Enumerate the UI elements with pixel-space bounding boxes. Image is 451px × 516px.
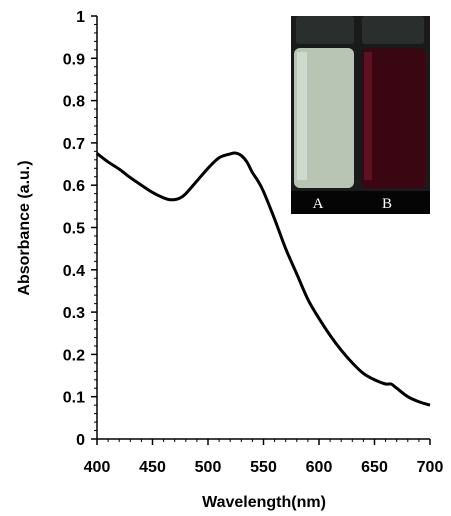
- y-tick-label: 0: [76, 432, 85, 449]
- y-axis-title: Absorbance (a.u.): [16, 160, 33, 295]
- y-tick-label: 0.4: [63, 263, 85, 280]
- x-tick-label: 550: [250, 459, 277, 476]
- x-tick-label: 400: [84, 459, 111, 476]
- y-tick-label: 0.9: [63, 51, 85, 68]
- x-tick-label: 500: [195, 459, 222, 476]
- vial-b: [361, 48, 425, 188]
- series-line-absorbance: [96, 151, 431, 407]
- x-tick-label: 650: [361, 459, 388, 476]
- y-axis-ticks: 0 0.1 0.2 0.3 0.4 0.5 0.6 0.7 0.8 0.9 1: [63, 9, 97, 449]
- x-tick-label: 450: [139, 459, 166, 476]
- y-tick-label: 0.6: [63, 178, 85, 195]
- inset-label-a: A: [313, 196, 324, 212]
- y-tick-label: 0.5: [63, 221, 85, 238]
- inset-label-b: B: [382, 196, 392, 212]
- y-tick-label: 0.3: [63, 305, 85, 322]
- x-axis-title: Wavelength(nm): [202, 494, 326, 511]
- x-axis-ticks: 400 450 500 550 600 650 700: [84, 439, 444, 476]
- x-tick-label: 700: [417, 459, 444, 476]
- x-tick-label: 600: [306, 459, 333, 476]
- y-tick-label: 0.7: [63, 136, 85, 153]
- inset-photo: A B: [291, 16, 430, 214]
- y-tick-label: 0.8: [63, 94, 85, 111]
- vial-a: [294, 48, 354, 188]
- y-tick-label: 0.2: [63, 347, 85, 364]
- y-tick-label: 1: [76, 9, 85, 26]
- y-tick-label: 0.1: [63, 390, 85, 407]
